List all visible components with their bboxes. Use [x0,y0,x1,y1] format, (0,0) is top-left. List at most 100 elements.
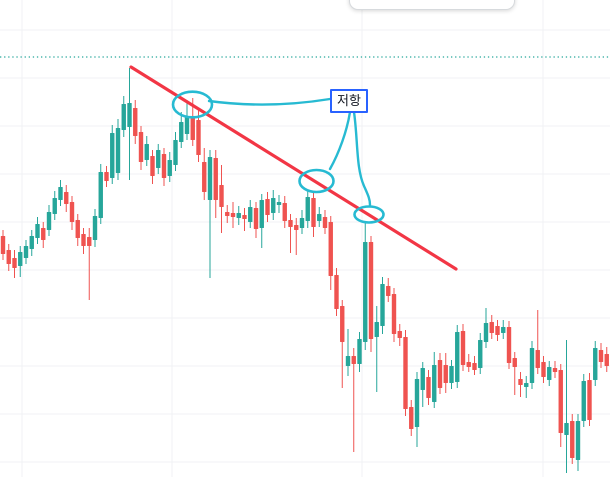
candle [259,194,264,248]
candle-body [276,202,282,205]
touch-ellipse[interactable] [298,168,335,194]
candle-body [506,327,512,363]
candle [81,228,86,254]
candle [115,119,121,180]
candle-body [110,133,115,178]
candle-body [75,220,80,238]
candle-body [29,236,34,249]
touch-ellipse[interactable] [171,90,214,119]
candle [156,144,161,174]
candle [202,148,207,200]
candle [564,340,569,473]
candle [282,196,287,228]
candle-body [294,225,299,230]
candle-body [87,237,92,246]
candle-body [167,160,172,176]
candle [437,353,443,394]
candle [593,341,598,386]
resistance-trendline[interactable] [129,65,458,271]
candle [501,320,506,339]
candle [340,300,345,388]
candle [271,190,276,220]
candle [575,414,581,471]
candle-body [202,162,207,192]
candle-body [598,350,604,362]
candle [380,277,385,334]
candle-body [340,306,345,342]
candle [236,206,241,225]
candle [265,192,270,222]
candle-body [414,379,420,427]
candle-body [570,421,575,458]
candle [541,356,546,383]
candle-body [460,331,466,365]
candle-body [248,207,253,222]
resistance-label[interactable]: 저항 [330,89,368,113]
candle [196,110,201,162]
candle [495,320,500,341]
floating-toolbar-edge[interactable] [349,0,515,10]
annotation-curve[interactable] [352,110,372,207]
candle [52,191,57,220]
candle [127,68,132,180]
candle [420,362,425,407]
candle-body [363,242,368,342]
candle [219,165,224,233]
candle [345,329,351,376]
candle [518,372,523,397]
candle [18,246,23,277]
annotation-curves[interactable] [207,97,372,207]
candle-body [179,122,184,142]
candle-body [334,275,339,309]
candle [483,308,489,348]
candle-body [535,350,540,368]
candle-body [121,104,126,130]
candle-body [69,202,75,222]
candle [524,376,529,398]
candle [133,100,138,144]
candle [207,150,213,278]
candle-body [518,379,523,385]
resistance-label-text: 저항 [337,93,361,108]
candle [64,185,69,212]
candle [104,166,109,187]
candle [478,333,483,374]
candle-body [230,213,236,217]
candle [138,126,144,170]
candle-body [207,157,213,200]
candle-body [432,365,437,402]
candle [409,400,414,436]
candle [6,244,11,271]
candle-body [317,214,322,221]
candle [368,236,374,352]
candle-body [213,158,218,200]
touch-ellipse[interactable] [353,205,385,224]
candle-body [196,120,201,155]
candle-body [0,236,6,254]
annotation-curve[interactable] [207,97,332,106]
annotation-curve[interactable] [328,110,352,171]
candle-body [409,407,414,429]
candle-body [564,423,569,435]
candle [87,228,92,300]
candle-body [219,185,224,207]
candle [75,214,80,246]
candle [12,250,17,278]
candle [213,150,218,218]
candle [351,348,356,452]
candle-body [6,250,11,264]
candle-body [351,356,356,364]
candle [552,361,558,378]
touch-ellipses[interactable] [171,90,385,224]
candle [161,148,167,186]
candle [587,373,592,426]
candle-body [311,198,316,227]
candle-body [397,331,402,338]
candle [432,352,437,408]
candle-body [52,198,57,214]
candle-body [127,103,132,127]
candle-body [18,252,23,266]
candle-body [443,365,448,383]
